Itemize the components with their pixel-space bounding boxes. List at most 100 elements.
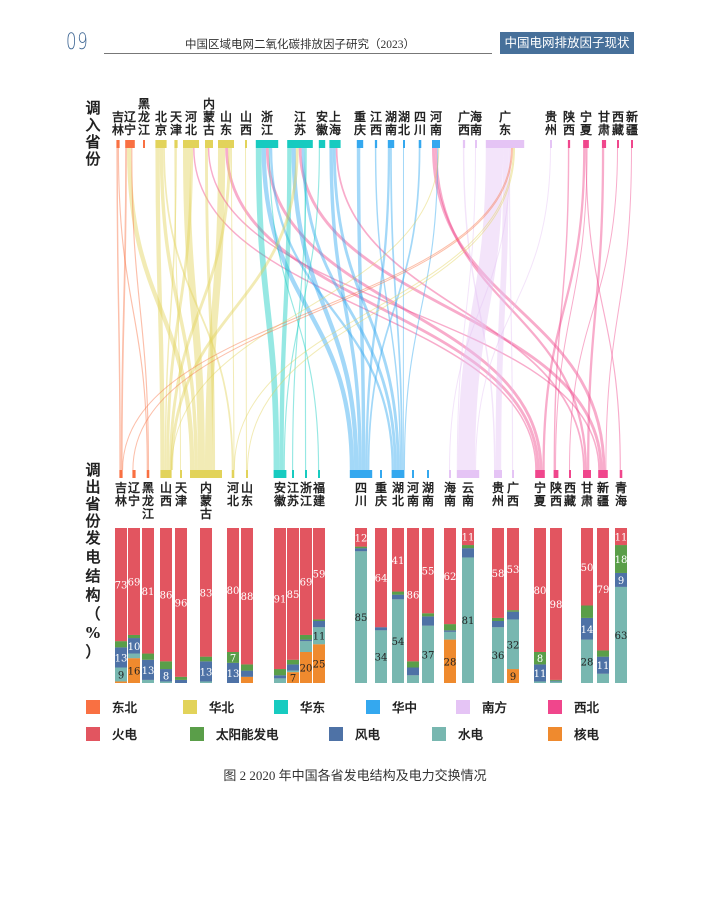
legend-swatch xyxy=(548,699,562,714)
import-label-山西: 西 xyxy=(240,123,252,137)
import-node-湖北 xyxy=(403,140,405,148)
flow-ribbon xyxy=(166,147,194,471)
export-nodes: 吉林辽宁黑龙江山西天津内蒙古河北山东安徽江苏浙江福建四川重庆湖北河南湖南海南云南… xyxy=(115,470,627,521)
bar-segment-黑龙江-火电 xyxy=(142,528,154,654)
import-label-河南: 河 xyxy=(429,109,442,124)
legend-item-西北: 西北 xyxy=(548,697,599,716)
bar-label-内蒙古-火电: 83 xyxy=(200,588,213,599)
export-node-内蒙古 xyxy=(190,470,222,478)
bar-segment-辽宁-风电 xyxy=(128,638,140,654)
legend-item-东北: 东北 xyxy=(86,697,137,716)
bar-segment-新疆-风电 xyxy=(597,656,609,674)
bar-label-吉林-风电: 13 xyxy=(115,653,128,664)
flow-ribbon xyxy=(204,147,226,471)
import-label-天津: 津 xyxy=(170,122,182,137)
flow-ribbon xyxy=(193,147,537,471)
export-node-吉林 xyxy=(119,470,123,478)
bar-segment-重庆-水电 xyxy=(375,630,387,683)
export-label-安徽: 安 xyxy=(274,480,286,495)
flow-ribbon xyxy=(542,147,586,471)
export-label-云南: 云 xyxy=(462,481,474,495)
bar-label-湖南-水电: 37 xyxy=(422,650,435,661)
flow-ribbon xyxy=(434,147,588,471)
flow-ribbon xyxy=(475,147,551,471)
bar-segment-湖北-风电 xyxy=(392,594,404,600)
import-node-新疆 xyxy=(631,140,633,148)
legend-swatch xyxy=(548,726,562,741)
bar-segment-天津-风电 xyxy=(175,679,187,683)
legend-swatch xyxy=(86,699,100,714)
import-node-江西 xyxy=(374,140,378,148)
import-node-辽宁 xyxy=(125,140,135,148)
import-label-湖南: 湖 xyxy=(385,109,397,124)
bar-label-福建-水电: 11 xyxy=(313,632,326,643)
import-node-河北 xyxy=(183,140,199,148)
import-label-内蒙古: 蒙 xyxy=(203,109,215,124)
bar-segment-浙江-风电 xyxy=(300,639,312,642)
bar-segment-河南-火电 xyxy=(407,528,419,662)
bar-segment-浙江-水电 xyxy=(300,641,312,652)
bar-segment-湖北-太阳能发电 xyxy=(392,591,404,595)
bar-segment-山东-太阳能发电 xyxy=(241,664,253,671)
export-label-山东: 东 xyxy=(241,493,253,508)
export-node-贵州 xyxy=(494,470,502,478)
bar-segment-湖南-火电 xyxy=(422,528,434,614)
import-label-甘肃: 甘 xyxy=(598,109,610,124)
bar-label-湖南-火电: 55 xyxy=(422,567,435,578)
export-label-黑龙江: 龙 xyxy=(142,493,154,508)
bar-segment-河南-水电 xyxy=(407,675,419,683)
bar-label-云南-水电: 81 xyxy=(462,616,475,627)
figure-caption: 图 2 2020 年中国各省发电结构及电力交换情况 xyxy=(223,768,487,783)
export-label-安徽: 徽 xyxy=(273,493,287,508)
export-axis-label: 出 xyxy=(85,478,100,496)
export-label-山东: 山 xyxy=(241,480,253,495)
flow-ribbon xyxy=(183,147,205,471)
flow-ribbon xyxy=(301,147,397,471)
legend-label: 西北 xyxy=(574,700,600,715)
bar-label-宁夏-风电: 11 xyxy=(534,669,547,680)
flow-ribbon xyxy=(335,147,585,471)
flow-ribbon xyxy=(265,147,543,471)
export-label-辽宁: 辽 xyxy=(128,481,141,495)
legend-item-南方: 南方 xyxy=(456,697,507,716)
import-label-山西: 山 xyxy=(240,109,252,124)
bar-segment-广西-火电 xyxy=(507,528,519,611)
import-label-湖北: 北 xyxy=(398,122,410,137)
export-node-宁夏 xyxy=(535,470,545,478)
bar-label-甘肃-火电: 50 xyxy=(581,563,594,574)
import-label-内蒙古: 内 xyxy=(203,96,215,111)
export-label-辽宁: 宁 xyxy=(128,493,140,508)
flow-ribbon xyxy=(245,147,247,471)
import-label-宁夏: 夏 xyxy=(580,123,593,137)
bar-segment-江苏-风电 xyxy=(287,664,299,671)
flow-ribbon xyxy=(120,147,127,471)
export-node-四川 xyxy=(349,470,373,478)
flow-ribbon xyxy=(132,147,513,471)
bar-label-吉林-水电: 9 xyxy=(118,670,124,681)
bar-label-天津-火电: 96 xyxy=(175,598,188,609)
export-axis-label: 省 xyxy=(84,495,100,513)
bar-segment-山东-风电 xyxy=(241,670,253,677)
flow-ribbon xyxy=(403,147,439,471)
export-node-海南 xyxy=(449,470,451,478)
flow-ribbon xyxy=(174,147,181,471)
export-label-青海: 海 xyxy=(615,493,627,508)
bar-label-四川-火电: 12 xyxy=(355,533,368,544)
bar-segment-陕西-火电 xyxy=(550,528,562,680)
import-node-内蒙古 xyxy=(205,140,213,148)
flow-ribbon xyxy=(457,147,504,471)
export-label-陕西: 陕 xyxy=(550,480,562,495)
bar-segment-内蒙古-风电 xyxy=(200,661,212,682)
import-node-广东 xyxy=(485,140,525,148)
flow-ribbon xyxy=(367,147,421,471)
bar-label-广西-核电: 9 xyxy=(510,672,516,683)
export-axis-label: 调 xyxy=(85,461,100,479)
flow-ribbon xyxy=(255,147,280,471)
import-label-宁夏: 宁 xyxy=(580,109,592,124)
import-label-黑龙江: 龙 xyxy=(138,109,150,124)
import-label-安徽: 安 xyxy=(316,109,328,124)
bar-segment-浙江-太阳能发电 xyxy=(300,634,312,640)
bar-segment-四川-太阳能发电 xyxy=(355,546,367,549)
export-label-宁夏: 宁 xyxy=(534,480,546,495)
bar-label-河北-风电: 13 xyxy=(227,669,240,680)
